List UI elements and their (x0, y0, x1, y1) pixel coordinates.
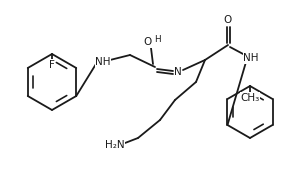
Text: H: H (154, 35, 160, 44)
Text: H₂N: H₂N (105, 140, 125, 150)
Text: NH: NH (243, 53, 259, 63)
Text: O: O (224, 15, 232, 25)
Text: NH: NH (95, 57, 111, 67)
Text: O: O (144, 37, 152, 47)
Text: N: N (174, 67, 182, 77)
Text: F: F (49, 60, 55, 70)
Text: CH₃: CH₃ (240, 93, 260, 103)
